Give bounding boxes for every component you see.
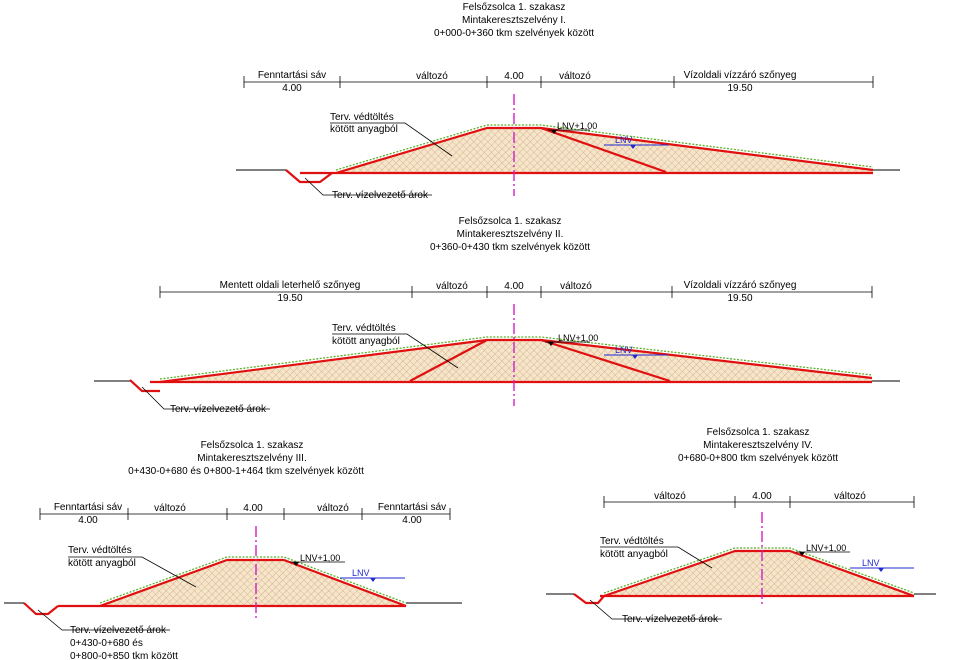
section-2-inner-slope-left xyxy=(409,339,488,382)
section-2-dim-label-5a: Vízoldali vízzáró szőnyeg xyxy=(684,280,797,291)
section-3-dim-label-2: változó xyxy=(154,503,186,514)
section-3-dim-label-5a: Fenntartási sáv xyxy=(378,502,446,513)
section-2-embankment-fill xyxy=(160,340,872,382)
section-1: Felsőzsolca 1. szakasz Mintakeresztszelv… xyxy=(236,2,900,201)
section-4-dim-label-1: változó xyxy=(654,491,686,502)
section-2-fill-leader xyxy=(332,333,459,369)
section-1-lnv1-label: LNV+1,00 xyxy=(557,121,597,131)
section-3-ditch-label-3: 0+800-0+850 tkm között xyxy=(70,651,178,660)
section-2-lnv1-marker-icon xyxy=(548,342,554,346)
section-1-ditch xyxy=(285,169,333,184)
section-1-lnv1-marker-icon xyxy=(551,130,557,134)
section-2-dim-label-5b: 19.50 xyxy=(727,293,752,304)
section-3-dim-label-1a: Fenntartási sáv xyxy=(54,502,122,513)
section-3-fill-leader xyxy=(68,556,197,588)
section-2-title-line-1: Felsőzsolca 1. szakasz xyxy=(459,216,562,227)
section-4-lnv-label: LNV xyxy=(862,558,880,568)
section-3-ditch-leader xyxy=(37,609,170,631)
section-1-fill-label-1: Terv. védtöltés xyxy=(330,112,394,123)
section-2-title-line-2: Mintakeresztszelvény II. xyxy=(457,229,564,240)
section-4-lnv-marker-icon xyxy=(878,568,884,572)
section-4-ditch-label: Terv. vízelvezető árok xyxy=(622,614,719,625)
section-1-dim-label-1a: Fenntartási sáv xyxy=(258,70,326,81)
section-1-dim-label-4: változó xyxy=(559,71,591,82)
section-4-ditch xyxy=(573,593,605,605)
section-2-dim-label-2: változó xyxy=(436,281,468,292)
section-2-fill-label-1: Terv. védtöltés xyxy=(332,323,396,334)
section-4-title-line-1: Felsőzsolca 1. szakasz xyxy=(707,427,810,438)
section-1-title-line-3: 0+000-0+360 tkm szelvények között xyxy=(434,28,594,39)
section-1-lnv-marker-icon xyxy=(630,145,636,149)
section-4-lnv1-label: LNV+1,00 xyxy=(806,543,846,553)
section-1-title-line-2: Mintakeresztszelvény I. xyxy=(462,15,566,26)
section-4-title-line-3: 0+680-0+800 tkm szelvények között xyxy=(678,453,838,464)
section-2-dim-label-1b: 19.50 xyxy=(277,293,302,304)
section-3-dim-label-4: változó xyxy=(317,503,349,514)
section-3-lnv1-label: LNV+1,00 xyxy=(300,553,340,563)
section-1-dim-label-5b: 19.50 xyxy=(727,83,752,94)
section-3-lnv-marker-icon xyxy=(370,578,376,582)
section-2: Felsőzsolca 1. szakasz Mintakeresztszelv… xyxy=(94,216,900,415)
section-2-dim-label-3: 4.00 xyxy=(504,281,524,292)
section-3-lnv1-marker-icon xyxy=(293,562,299,566)
section-3-fill-label-2: kötött anyagból xyxy=(68,558,136,569)
section-1-dim-label-2: változó xyxy=(416,71,448,82)
section-3-ditch xyxy=(23,602,59,616)
section-1-dim-label-3: 4.00 xyxy=(504,71,524,82)
section-3-fill-label-1: Terv. védtöltés xyxy=(68,545,132,556)
section-3-dim-label-5b: 4.00 xyxy=(402,515,422,526)
section-3-title-line-3: 0+430-0+680 és 0+800-1+464 tkm szelvénye… xyxy=(128,466,364,477)
section-1-ditch-leader xyxy=(304,177,432,196)
section-4-title-line-2: Mintakeresztszelvény IV. xyxy=(703,440,813,451)
section-2-ditch-label: Terv. vízelvezető árok xyxy=(170,404,267,415)
section-4-fill-leader xyxy=(600,546,713,569)
section-4-fill-label-2: kötött anyagból xyxy=(600,549,668,560)
section-3-title-line-2: Mintakeresztszelvény III. xyxy=(197,453,306,464)
section-1-fill-label-2: kötött anyagból xyxy=(330,124,398,135)
section-3-title-line-1: Felsőzsolca 1. szakasz xyxy=(201,440,304,451)
section-4-lnv1-marker-icon xyxy=(799,552,805,556)
section-4-dim-label-3: változó xyxy=(834,491,866,502)
section-2-ditch-leader xyxy=(141,386,270,410)
section-3-dim-label-1b: 4.00 xyxy=(78,515,98,526)
section-2-lnv1-label: LNV+1,00 xyxy=(558,333,598,343)
section-2-lnv-marker-icon xyxy=(632,355,638,359)
section-3-dim-label-3: 4.00 xyxy=(243,503,263,514)
section-1-title-line-1: Felsőzsolca 1. szakasz xyxy=(463,2,566,13)
section-1-lnv-label: LNV xyxy=(615,135,633,145)
section-2-dim-label-1a: Mentett oldali leterhelő szőnyeg xyxy=(220,280,361,291)
section-2-ditch xyxy=(129,379,160,393)
section-2-title-line-3: 0+360-0+430 tkm szelvények között xyxy=(430,242,590,253)
section-4-embankment-fill xyxy=(604,551,914,596)
section-4: Felsőzsolca 1. szakasz Mintakeresztszelv… xyxy=(546,427,936,625)
section-3-embankment-fill xyxy=(100,560,406,606)
section-3-ditch-label-1: Terv. vízelvezető árok xyxy=(70,625,167,636)
section-1-dim-label-5a: Vízoldali vízzáró szőnyeg xyxy=(684,70,797,81)
section-2-lnv-label: LNV xyxy=(615,345,633,355)
section-1-fill-leader xyxy=(330,122,453,157)
section-2-embankment-outline xyxy=(159,338,873,384)
section-1-inner-slope xyxy=(540,126,667,174)
section-3-lnv-label: LNV xyxy=(352,568,370,578)
section-4-topsoil-line xyxy=(603,547,915,594)
section-4-fill-label-1: Terv. védtöltés xyxy=(600,536,664,547)
section-2-topsoil-line xyxy=(159,336,873,380)
section-1-topsoil-line xyxy=(335,124,874,171)
section-4-ditch-leader xyxy=(589,599,722,620)
section-3-ditch-label-2: 0+430-0+680 és xyxy=(70,638,143,649)
section-2-inner-slope-right xyxy=(540,338,671,383)
section-3: Felsőzsolca 1. szakasz Mintakeresztszelv… xyxy=(4,440,462,660)
section-4-dim-label-2: 4.00 xyxy=(752,491,772,502)
section-2-dim-label-4: változó xyxy=(560,281,592,292)
section-1-ditch-label: Terv. vízelvezető árok xyxy=(332,190,429,201)
section-2-fill-label-2: kötött anyagból xyxy=(332,336,400,347)
section-3-topsoil-line xyxy=(99,556,407,604)
section-1-dim-label-1b: 4.00 xyxy=(282,83,302,94)
